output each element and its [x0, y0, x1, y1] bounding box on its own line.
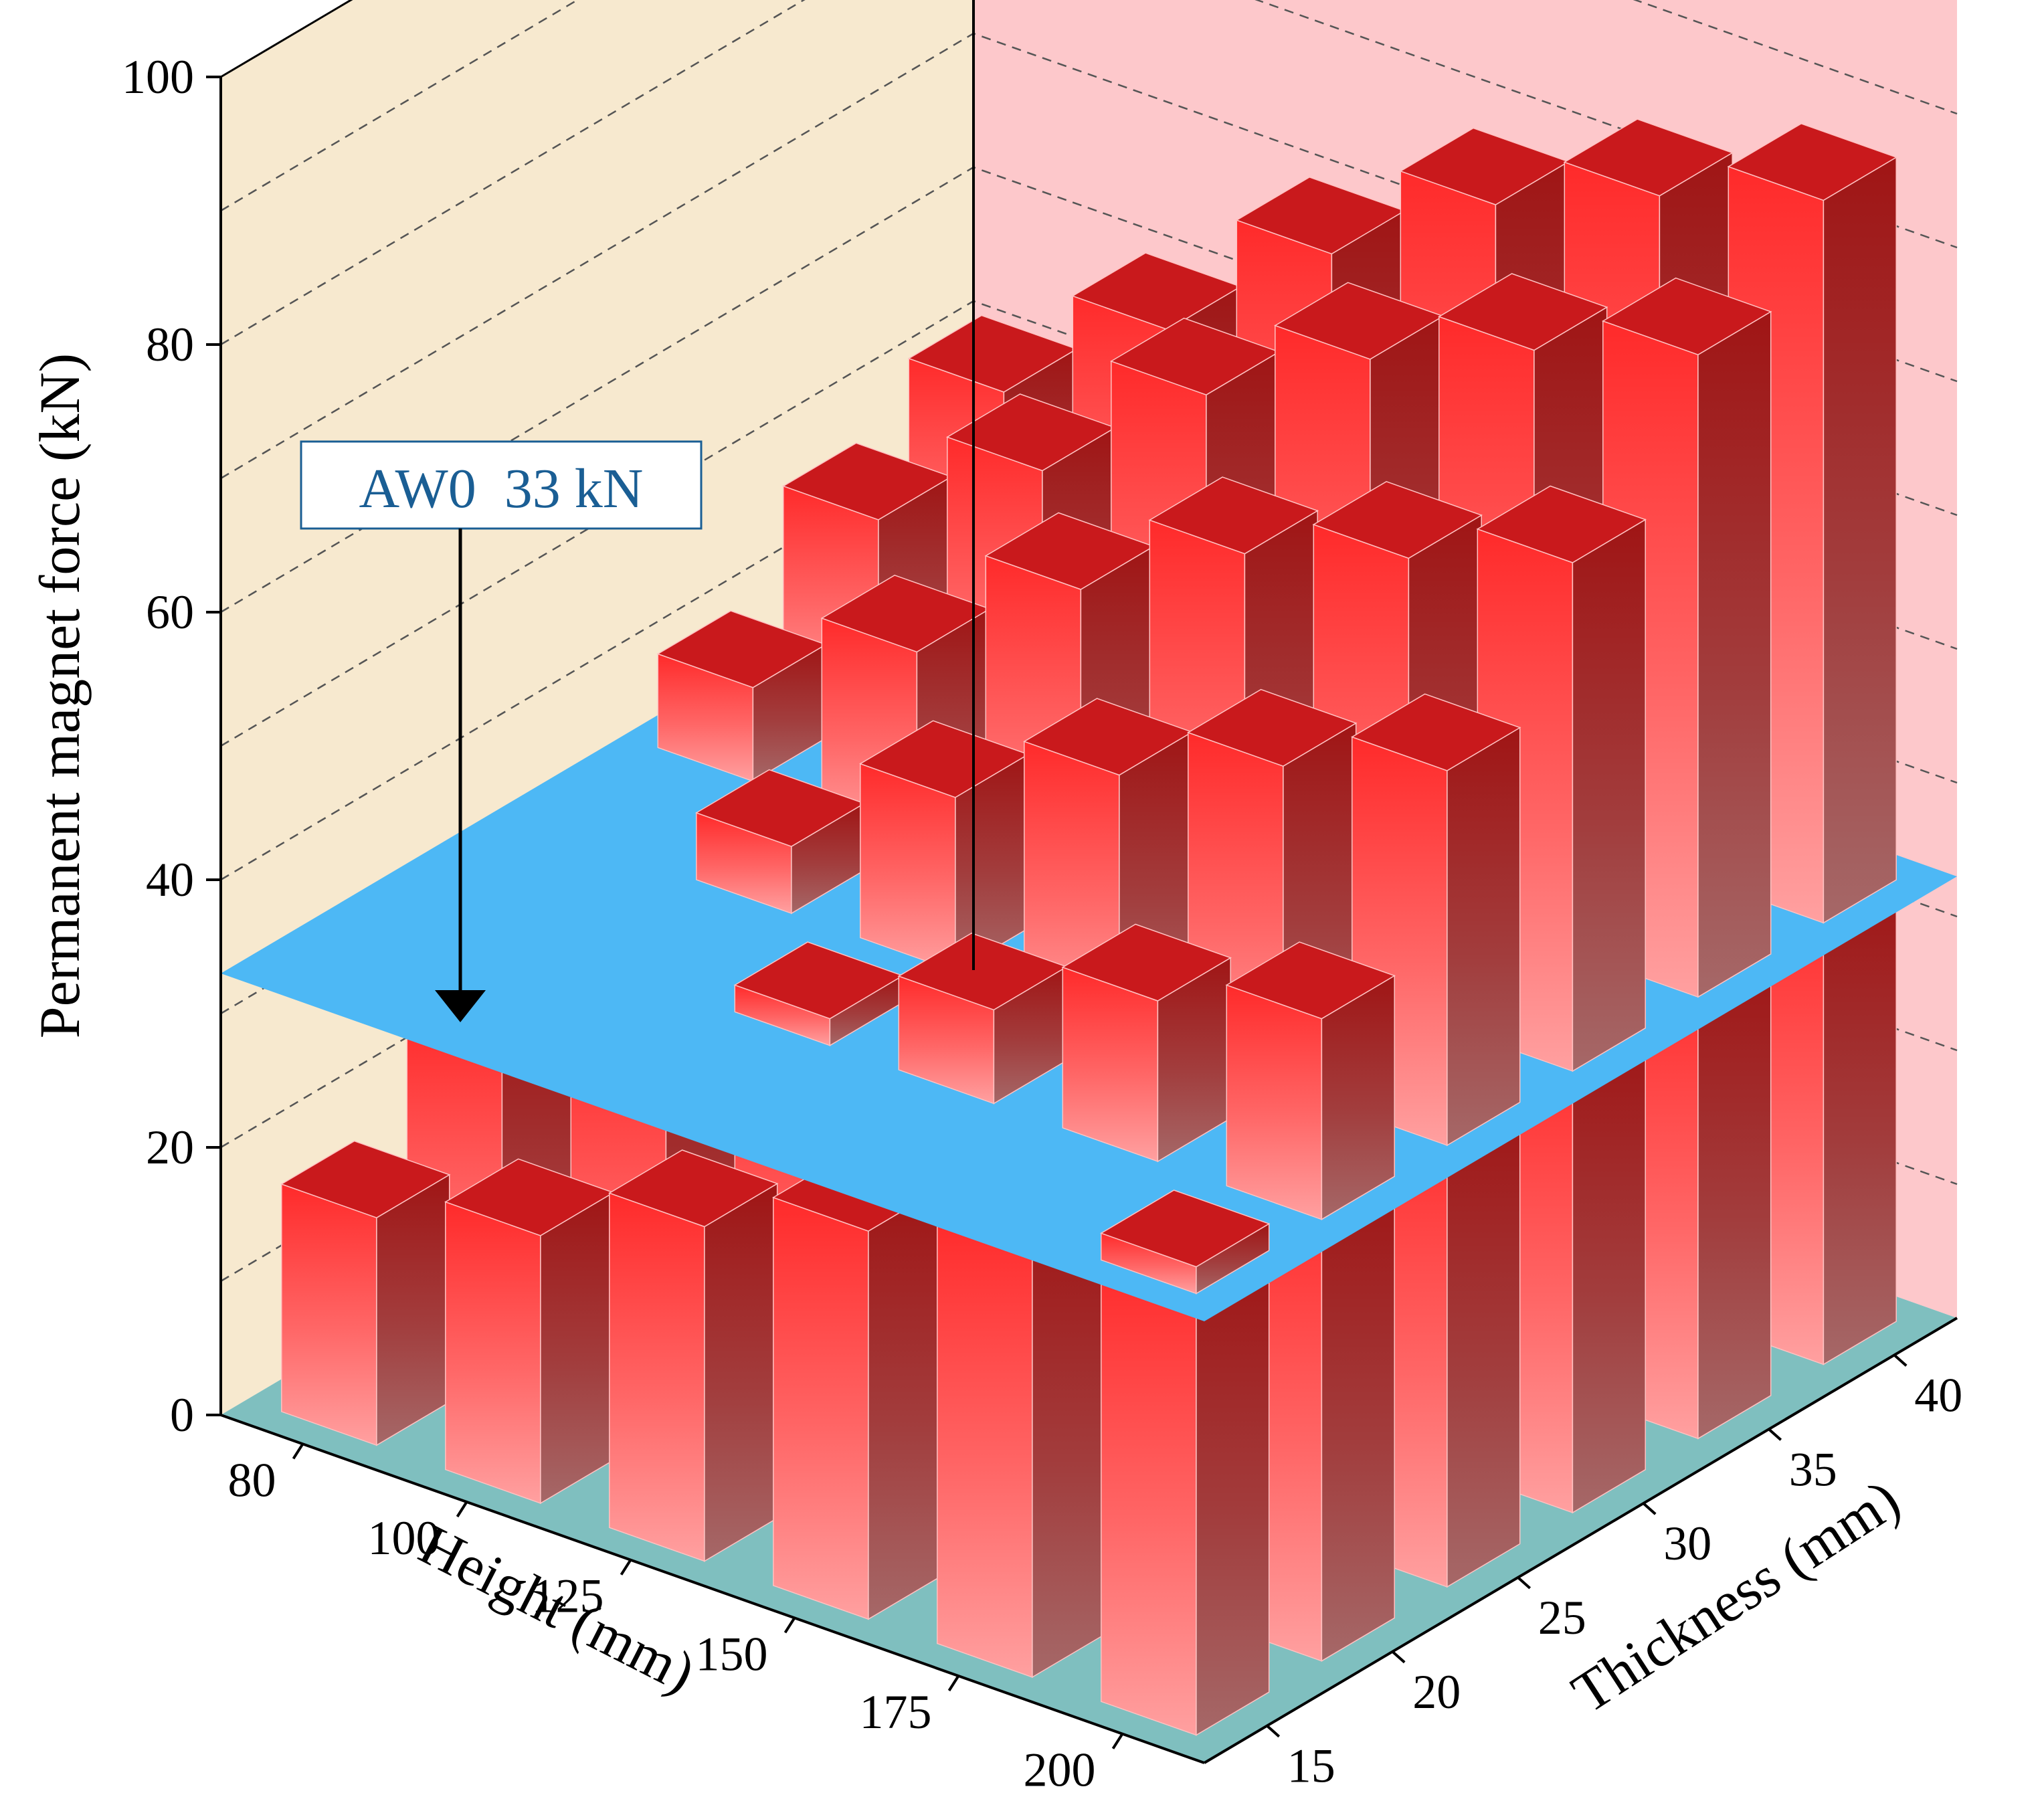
bar-side-face: [1697, 953, 1772, 1440]
height-tick-mark: [620, 1559, 632, 1576]
bar: [772, 1153, 943, 1620]
bar-side-face: [1697, 310, 1772, 998]
height-tick-mark: [1111, 1733, 1124, 1749]
bar-top-face: [1727, 122, 1897, 201]
bar: [444, 1158, 615, 1505]
threshold-arrow-head: [435, 990, 486, 1022]
bar-top-face: [1476, 485, 1647, 563]
bar-side-face: [704, 1182, 778, 1562]
z-tick-label: 0: [170, 1388, 194, 1442]
height-tick-mark: [947, 1675, 960, 1692]
bar-front-face: [1062, 966, 1159, 1163]
threshold-annotation: AW0 33 kN: [300, 440, 703, 1022]
bar-front-face: [937, 1214, 1033, 1678]
height-tick-mark: [783, 1617, 796, 1634]
bar: [280, 1140, 451, 1446]
height-tick-mark: [292, 1443, 304, 1460]
height-tick-label: 100: [368, 1511, 440, 1565]
bar-top-face: [280, 1140, 451, 1219]
bar-top-face: [1187, 688, 1358, 767]
z-tick-label: 40: [146, 853, 194, 907]
bar-top-face: [1225, 941, 1396, 1020]
height-tick-label: 175: [860, 1685, 932, 1739]
bar-front-face: [1226, 984, 1323, 1220]
z-tick-label: 100: [122, 50, 194, 104]
bar-top-section: [1100, 1190, 1271, 1295]
thickness-tick-label: 30: [1663, 1517, 1711, 1570]
bar-side-face: [1823, 156, 1897, 924]
thickness-tick-label: 20: [1412, 1665, 1461, 1719]
bars-above-threshold: [656, 118, 1897, 1295]
bar: [608, 1149, 779, 1562]
bar-top-section: [859, 720, 1030, 973]
gridline: [220, 0, 1958, 346]
bar-top-face: [1148, 476, 1319, 555]
bar-side-face: [540, 1192, 614, 1505]
bar-side-face: [1196, 1249, 1270, 1736]
bar-top-face: [1100, 1190, 1271, 1268]
thickness-tick-mark: [1517, 1576, 1531, 1590]
threshold-label-box: [300, 440, 703, 530]
bar-side-face: [1447, 1101, 1521, 1588]
thickness-tick-label: 40: [1914, 1368, 1962, 1422]
axes: 0 20 40 60 80 100 80 100 125 150 175 200 15 20 25 30 35 4…: [122, 0, 1962, 1797]
bar-front-face: [609, 1192, 705, 1562]
bar-top-face: [608, 1149, 779, 1228]
thickness-tick-mark: [1642, 1502, 1657, 1515]
bar-front-face: [860, 763, 956, 972]
bar-top-face: [1438, 273, 1608, 351]
bar-side-face: [376, 1173, 450, 1446]
gridline: [220, 0, 1958, 212]
left-wall-top-edge: [220, 0, 353, 78]
height-tick-label: 200: [1024, 1743, 1096, 1797]
thickness-tick-label: 15: [1287, 1739, 1335, 1793]
bar-top-section: [1225, 941, 1396, 1221]
bar-top-face: [1351, 693, 1521, 771]
bar-series: [221, 118, 1957, 1736]
height-tick-mark: [456, 1501, 468, 1518]
threshold-label: AW0 33 kN: [359, 458, 644, 520]
bar-front-face: [1101, 1259, 1197, 1736]
bar-side-face: [868, 1187, 942, 1620]
z-tick-label: 60: [146, 585, 194, 639]
bar-side-face: [1447, 727, 1521, 1147]
bar-side-face: [1572, 1027, 1646, 1514]
x-axis-line: [220, 1414, 1205, 1764]
bar-top-section: [733, 941, 904, 1047]
bar-top-section: [897, 932, 1068, 1105]
z-tick-label: 20: [146, 1121, 194, 1174]
bar-top-section: [656, 610, 827, 783]
y-axis-line: [1203, 1317, 1958, 1764]
bar-top-face: [1563, 118, 1734, 197]
thickness-tick-label: 25: [1538, 1591, 1586, 1644]
bar-side-face: [1321, 1175, 1395, 1663]
bar-top-face: [1602, 277, 1772, 356]
height-tick-label: 150: [696, 1627, 768, 1681]
bar-side-face: [1823, 878, 1897, 1365]
height-tick-label: 125: [532, 1570, 604, 1623]
thickness-tick-mark: [1893, 1353, 1908, 1367]
thickness-tick-mark: [1768, 1428, 1782, 1441]
bar-top-face: [1061, 923, 1232, 1002]
z-tick-label: 80: [146, 318, 194, 371]
thickness-tick-mark: [1391, 1650, 1406, 1664]
bar-top-section: [1061, 923, 1232, 1163]
bar-front-face: [773, 1196, 869, 1620]
bar-front-face: [445, 1201, 541, 1504]
height-tick-label: 80: [228, 1453, 276, 1507]
thickness-tick-mark: [1266, 1725, 1281, 1738]
z-axis-title: Permanent magnet force (kN): [27, 353, 92, 1038]
bar-side-face: [1572, 518, 1646, 1072]
thickness-tick-label: 35: [1789, 1442, 1837, 1496]
bar-top-section: [695, 769, 866, 915]
bar-top-face: [1312, 480, 1483, 559]
bar-front-face: [281, 1183, 377, 1446]
